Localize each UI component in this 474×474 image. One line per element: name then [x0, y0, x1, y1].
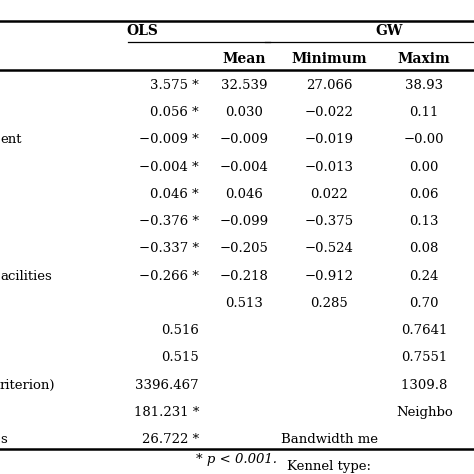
Text: −0.022: −0.022 [305, 106, 354, 119]
Text: −0.004: −0.004 [219, 161, 269, 173]
Text: 3396.467: 3396.467 [136, 379, 199, 392]
Text: Neighbo: Neighbo [396, 406, 453, 419]
Text: −0.218: −0.218 [219, 270, 269, 283]
Text: 0.046: 0.046 [225, 188, 263, 201]
Text: 26.722 *: 26.722 * [142, 433, 199, 446]
Text: riterion): riterion) [0, 379, 55, 392]
Text: 0.030: 0.030 [225, 106, 263, 119]
Text: −0.337 *: −0.337 * [139, 242, 199, 255]
Text: OLS: OLS [126, 24, 158, 37]
Text: 32.539: 32.539 [221, 79, 267, 92]
Text: acilities: acilities [0, 270, 52, 283]
Text: 0.7641: 0.7641 [401, 324, 447, 337]
Text: 0.022: 0.022 [310, 188, 348, 201]
Text: 0.70: 0.70 [410, 297, 439, 310]
Text: Bandwidth me: Bandwidth me [281, 433, 378, 446]
Text: Maxim: Maxim [398, 52, 451, 66]
Text: −0.099: −0.099 [219, 215, 269, 228]
Text: GW: GW [375, 24, 402, 37]
Text: Minimum: Minimum [292, 52, 367, 66]
Text: 0.08: 0.08 [410, 242, 439, 255]
Text: −0.376 *: −0.376 * [139, 215, 199, 228]
Text: 1309.8⁠: 1309.8⁠ [401, 379, 447, 392]
Text: 0.515: 0.515 [161, 351, 199, 365]
Text: ent: ent [0, 134, 21, 146]
Text: −0.019: −0.019 [305, 134, 354, 146]
Text: −0.009 *: −0.009 * [139, 134, 199, 146]
Text: 0.513: 0.513 [225, 297, 263, 310]
Text: −0.205: −0.205 [219, 242, 269, 255]
Text: −0.013: −0.013 [305, 161, 354, 173]
Text: −0.00: −0.00 [404, 134, 445, 146]
Text: 0.7551: 0.7551 [401, 351, 447, 365]
Text: s: s [0, 433, 7, 446]
Text: 0.13: 0.13 [410, 215, 439, 228]
Text: 38.93: 38.93 [405, 79, 443, 92]
Text: −0.004 *: −0.004 * [139, 161, 199, 173]
Text: 0.285: 0.285 [310, 297, 348, 310]
Text: Kennel type:: Kennel type: [287, 460, 372, 474]
Text: 3.575 *: 3.575 * [150, 79, 199, 92]
Text: 0.516: 0.516 [161, 324, 199, 337]
Text: 0.046 *: 0.046 * [150, 188, 199, 201]
Text: −0.266 *: −0.266 * [139, 270, 199, 283]
Text: 0.00: 0.00 [410, 161, 439, 173]
Text: 0.24: 0.24 [410, 270, 439, 283]
Text: 0.056 *: 0.056 * [150, 106, 199, 119]
Text: −0.524: −0.524 [305, 242, 354, 255]
Text: * p < 0.001.: * p < 0.001. [197, 453, 277, 466]
Text: −0.375: −0.375 [305, 215, 354, 228]
Text: 0.06: 0.06 [410, 188, 439, 201]
Text: 27.066: 27.066 [306, 79, 353, 92]
Text: −0.912: −0.912 [305, 270, 354, 283]
Text: 0.11: 0.11 [410, 106, 439, 119]
Text: Mean: Mean [222, 52, 266, 66]
Text: −0.009: −0.009 [219, 134, 269, 146]
Text: 181.231 *: 181.231 * [134, 406, 199, 419]
